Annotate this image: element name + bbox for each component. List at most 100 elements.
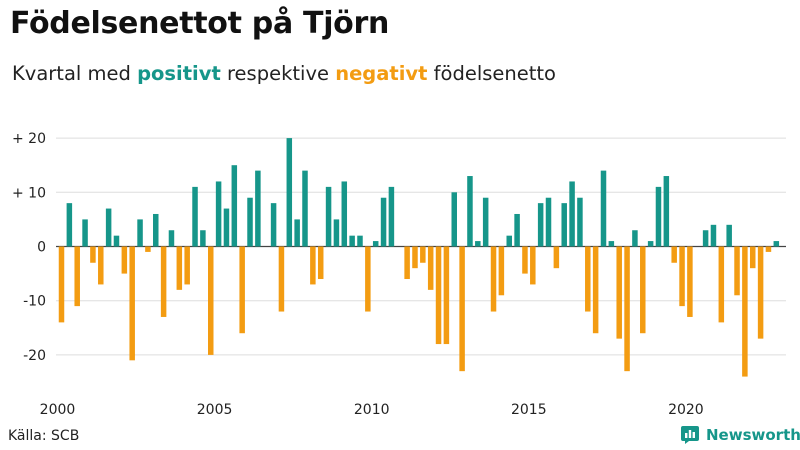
- bar-2018-Q2: [632, 230, 638, 247]
- y-tick-label: 0: [37, 240, 46, 256]
- bar-2014-Q4: [522, 246, 528, 274]
- bar-2021-Q2: [726, 224, 732, 247]
- bar-2016-Q2: [569, 181, 575, 247]
- bar-2001-Q2: [98, 246, 104, 285]
- source-note: Källa: SCB: [8, 428, 80, 444]
- bar-2014-Q2: [506, 235, 512, 247]
- subtitle-negative-word: negativt: [335, 62, 428, 85]
- bar-2012-Q2: [443, 246, 450, 345]
- bar-2003-Q2: [160, 246, 167, 317]
- y-tick-label: -20: [23, 348, 46, 364]
- subtitle-prefix: Kvartal med: [12, 62, 138, 85]
- bar-2010-Q1: [372, 241, 379, 247]
- bar-2013-Q2: [475, 241, 481, 247]
- bar-2018-Q3: [640, 246, 646, 334]
- bar-2005-Q1: [215, 181, 222, 247]
- bar-2020-Q1: [687, 246, 693, 317]
- subtitle-positive-word: positivt: [137, 62, 221, 85]
- bar-2016-Q4: [585, 246, 591, 312]
- bar-2012-Q4: [459, 246, 465, 372]
- y-tick-label: -10: [23, 294, 46, 310]
- bar-2009-Q4: [365, 246, 371, 312]
- bar-2004-Q2: [192, 186, 198, 247]
- y-axis-tick-labels: + 20 + 10 0 -10 -20: [12, 131, 46, 364]
- bar-chart-logo-icon: [681, 426, 699, 444]
- bar-2015-Q4: [553, 246, 560, 269]
- bar-2005-Q4: [239, 246, 245, 334]
- brand-logo: Newsworthy: [680, 425, 800, 445]
- bar-2020-Q4: [710, 224, 717, 247]
- bar-2015-Q3: [545, 197, 552, 247]
- bar-2021-Q3: [734, 246, 740, 296]
- bar-2015-Q1: [530, 246, 536, 285]
- bar-2013-Q4: [490, 246, 497, 312]
- bar-2010-Q2: [380, 197, 387, 247]
- bar-2019-Q4: [679, 246, 685, 307]
- bar-2022-Q1: [749, 246, 756, 269]
- bar-2017-Q4: [616, 246, 622, 339]
- bar-2005-Q3: [231, 165, 238, 247]
- bar-2002-Q2: [129, 246, 135, 361]
- x-tick-label: 2020: [668, 402, 704, 418]
- bar-2011-Q4: [427, 246, 434, 290]
- bar-2007-Q4: [302, 170, 308, 247]
- bar-2002-Q1: [121, 246, 128, 274]
- bar-2007-Q1: [278, 246, 285, 312]
- bar-2022-Q3: [765, 246, 772, 252]
- bar-2009-Q2: [349, 235, 355, 247]
- brand-name: Newsworthy: [706, 426, 800, 444]
- bar-2018-Q4: [647, 241, 654, 247]
- bar-2016-Q1: [561, 203, 567, 247]
- bar-2000-Q1: [58, 246, 65, 323]
- bar-2010-Q3: [388, 186, 395, 247]
- bar-2008-Q4: [333, 219, 340, 247]
- bar-2013-Q1: [467, 176, 473, 247]
- bar-2019-Q3: [671, 246, 677, 263]
- bar-2006-Q2: [255, 170, 261, 247]
- x-tick-label: 2000: [40, 402, 76, 418]
- bar-2019-Q1: [655, 186, 662, 247]
- bars: [58, 138, 780, 377]
- bar-2021-Q4: [742, 246, 748, 377]
- bar-2009-Q1: [341, 181, 348, 247]
- bar-2012-Q1: [435, 246, 442, 345]
- bar-2007-Q2: [286, 138, 293, 247]
- bar-2005-Q2: [223, 208, 230, 247]
- bar-2012-Q3: [451, 192, 457, 247]
- bar-2020-Q3: [702, 230, 709, 247]
- bar-2004-Q4: [208, 246, 214, 355]
- bar-2006-Q4: [270, 203, 277, 247]
- bar-2007-Q3: [294, 219, 300, 247]
- bar-2000-Q2: [66, 203, 73, 247]
- bar-2011-Q1: [404, 246, 410, 280]
- bar-2018-Q1: [624, 246, 630, 372]
- bar-2011-Q2: [412, 246, 418, 269]
- bar-2008-Q2: [317, 246, 324, 280]
- bar-2004-Q1: [184, 246, 190, 285]
- subtitle-middle: respektive: [220, 62, 336, 85]
- bar-2014-Q3: [514, 213, 520, 247]
- bar-2022-Q2: [757, 246, 764, 339]
- bar-2019-Q2: [663, 176, 670, 247]
- bar-2008-Q3: [325, 186, 332, 247]
- bar-2013-Q3: [482, 197, 489, 247]
- chart-subtitle: Kvartal med positivt respektive negativt…: [12, 62, 556, 85]
- bar-2021-Q1: [718, 246, 725, 323]
- bar-2001-Q3: [105, 208, 112, 247]
- bar-2000-Q3: [74, 246, 80, 307]
- subtitle-suffix: födelsenetto: [427, 62, 556, 85]
- bar-2009-Q3: [357, 235, 363, 247]
- bar-2017-Q1: [592, 246, 599, 334]
- bar-2001-Q4: [113, 235, 120, 247]
- bar-2001-Q1: [90, 246, 96, 263]
- bar-2003-Q4: [176, 246, 183, 290]
- bar-2015-Q2: [537, 203, 544, 247]
- bar-2000-Q4: [82, 219, 88, 247]
- bar-2002-Q4: [145, 246, 151, 252]
- bar-2004-Q3: [200, 230, 206, 247]
- bar-2011-Q3: [420, 246, 426, 263]
- x-tick-label: 2010: [354, 402, 390, 418]
- bar-2017-Q2: [600, 170, 607, 247]
- x-tick-label: 2005: [197, 402, 233, 418]
